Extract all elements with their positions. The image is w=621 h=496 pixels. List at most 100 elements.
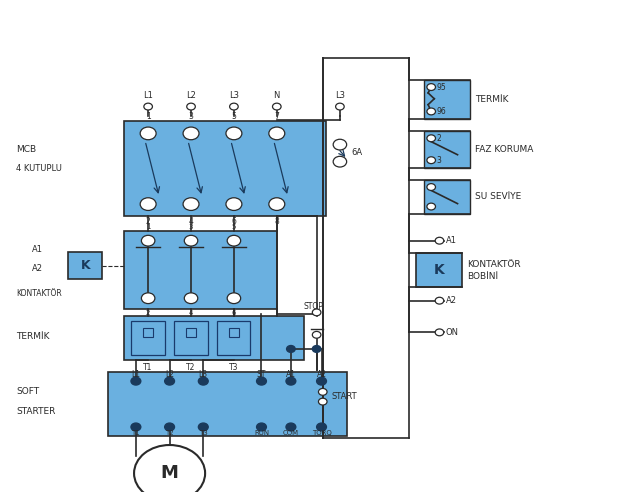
Text: 95: 95 — [436, 82, 446, 92]
Text: ST: ST — [257, 371, 266, 379]
Text: 3: 3 — [189, 224, 193, 230]
Text: 5: 5 — [232, 112, 237, 121]
Circle shape — [333, 139, 347, 150]
Circle shape — [226, 198, 242, 210]
Text: L3: L3 — [229, 91, 239, 100]
Bar — [229, 328, 238, 336]
Bar — [424, 80, 470, 119]
Circle shape — [256, 377, 266, 385]
Bar — [124, 316, 304, 360]
Text: L2: L2 — [186, 91, 196, 100]
Bar — [108, 372, 347, 436]
Bar — [424, 180, 470, 214]
Circle shape — [165, 423, 175, 431]
Circle shape — [142, 235, 155, 246]
Text: SOFT: SOFT — [16, 387, 40, 396]
Text: 8: 8 — [274, 217, 279, 226]
Circle shape — [198, 423, 208, 431]
Text: K: K — [434, 263, 445, 277]
Text: SU SEVİYE: SU SEVİYE — [474, 192, 521, 201]
Text: M: M — [161, 464, 178, 482]
Text: L1: L1 — [143, 91, 153, 100]
Circle shape — [287, 346, 295, 352]
Circle shape — [184, 293, 197, 304]
Text: 2: 2 — [146, 217, 150, 226]
Text: 4: 4 — [189, 310, 193, 316]
Text: T1: T1 — [132, 431, 140, 436]
Bar — [131, 321, 165, 355]
Bar — [417, 253, 463, 287]
Circle shape — [427, 135, 435, 142]
Bar — [124, 121, 326, 216]
Text: 3: 3 — [189, 112, 194, 121]
Bar — [186, 328, 196, 336]
Text: KONTAKTÖR: KONTAKTÖR — [16, 289, 62, 298]
Circle shape — [142, 293, 155, 304]
Circle shape — [226, 127, 242, 140]
Text: TERMİK: TERMİK — [16, 331, 50, 341]
Text: A1: A1 — [446, 236, 456, 245]
Text: 7: 7 — [274, 112, 279, 121]
Text: 2: 2 — [146, 310, 150, 316]
Circle shape — [131, 377, 141, 385]
Circle shape — [427, 203, 435, 210]
Text: 4: 4 — [189, 217, 194, 226]
Text: A1: A1 — [32, 245, 43, 254]
Text: 1: 1 — [146, 112, 150, 121]
Circle shape — [269, 198, 285, 210]
Text: T3: T3 — [229, 363, 238, 372]
Text: 1: 1 — [146, 224, 150, 230]
Text: 4 KUTUPLU: 4 KUTUPLU — [16, 164, 62, 173]
Circle shape — [187, 103, 196, 110]
Circle shape — [427, 108, 435, 115]
Circle shape — [435, 237, 444, 244]
Text: STOP: STOP — [304, 302, 324, 311]
Text: BOBİNİ: BOBİNİ — [468, 272, 499, 281]
Text: A2: A2 — [317, 371, 327, 379]
Text: A1: A1 — [286, 371, 296, 379]
Circle shape — [333, 156, 347, 167]
Bar — [143, 328, 153, 336]
Text: COM: COM — [283, 431, 299, 436]
Text: 6A: 6A — [351, 148, 362, 157]
Circle shape — [335, 103, 344, 110]
Circle shape — [165, 377, 175, 385]
Text: 2: 2 — [436, 134, 441, 143]
Text: A2: A2 — [32, 264, 43, 273]
Circle shape — [144, 103, 152, 110]
Text: T3: T3 — [199, 431, 207, 436]
Text: KONTAKTÖR: KONTAKTÖR — [468, 260, 521, 269]
Circle shape — [256, 423, 266, 431]
Circle shape — [134, 445, 205, 496]
Text: L1: L1 — [132, 371, 140, 379]
Text: STARTER: STARTER — [16, 407, 56, 416]
Circle shape — [312, 309, 321, 316]
Text: START: START — [332, 392, 358, 401]
Text: K: K — [81, 259, 90, 272]
Text: L3: L3 — [199, 371, 208, 379]
Circle shape — [131, 423, 141, 431]
Circle shape — [427, 157, 435, 164]
Circle shape — [230, 103, 238, 110]
Text: T1: T1 — [143, 363, 153, 372]
Text: 6: 6 — [232, 217, 237, 226]
Circle shape — [184, 235, 197, 246]
Circle shape — [319, 398, 327, 405]
Circle shape — [286, 377, 296, 385]
Text: MCB: MCB — [16, 145, 37, 154]
Circle shape — [227, 293, 241, 304]
Circle shape — [269, 127, 285, 140]
Circle shape — [435, 329, 444, 336]
Circle shape — [317, 377, 327, 385]
Text: 3: 3 — [436, 156, 441, 165]
Circle shape — [286, 423, 296, 431]
Bar — [124, 231, 277, 309]
Text: T2: T2 — [165, 431, 174, 436]
Bar — [68, 252, 102, 279]
Circle shape — [183, 127, 199, 140]
Circle shape — [312, 346, 321, 352]
Text: FAZ KORUMA: FAZ KORUMA — [474, 145, 533, 154]
Text: TORQ: TORQ — [312, 431, 332, 436]
Circle shape — [319, 388, 327, 395]
Circle shape — [183, 198, 199, 210]
